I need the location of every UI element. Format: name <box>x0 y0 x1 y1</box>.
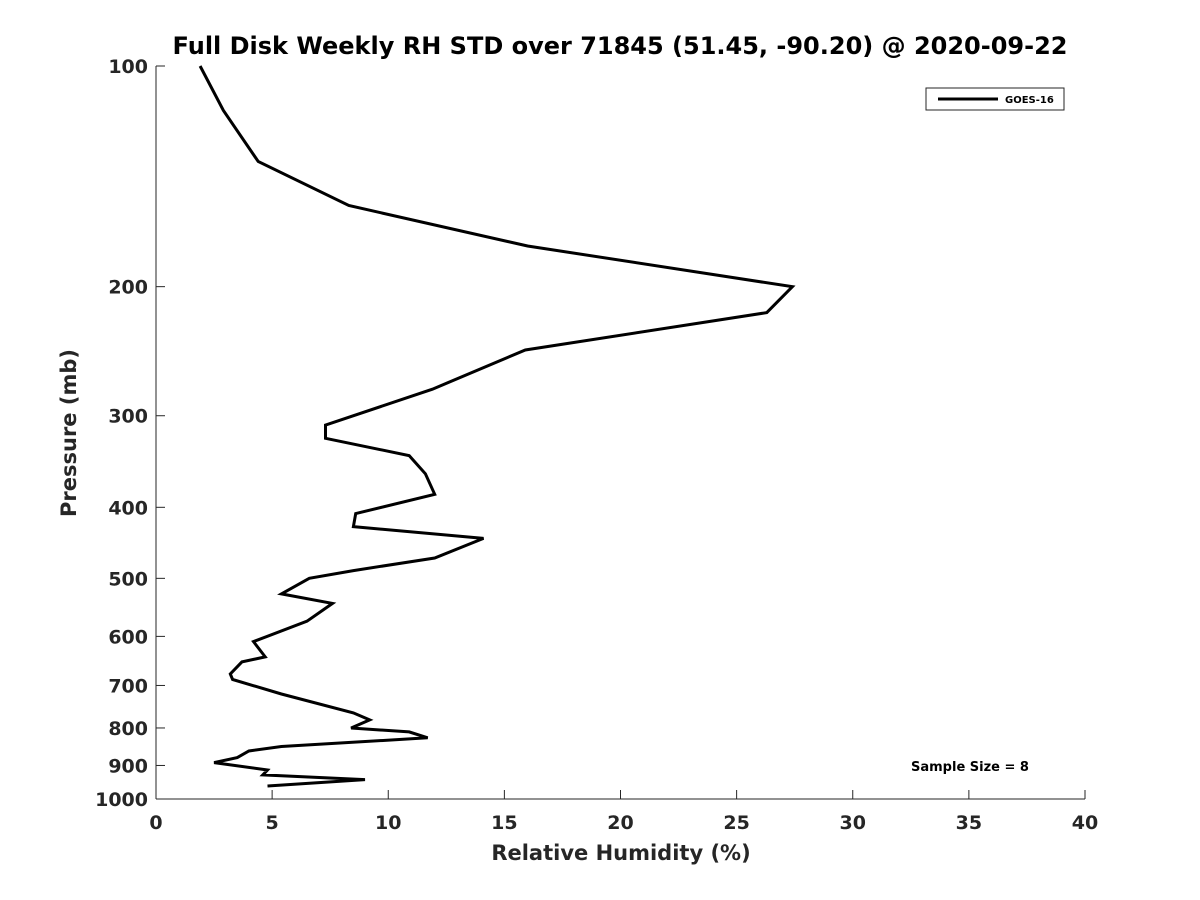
chart-title: Full Disk Weekly RH STD over 71845 (51.4… <box>173 32 1068 60</box>
x-tick-label: 0 <box>149 812 162 834</box>
y-tick-label: 600 <box>108 626 148 648</box>
legend-entry-goes16: GOES-16 <box>1005 95 1054 106</box>
y-tick-label: 700 <box>108 675 148 697</box>
series-line-0 <box>198 65 796 788</box>
x-tick-label: 30 <box>840 812 866 834</box>
y-tick-label: 500 <box>108 568 148 590</box>
y-tick-label: 900 <box>108 755 148 777</box>
y-tick-label: 800 <box>108 718 148 740</box>
y-tick-label: 200 <box>108 277 148 299</box>
x-tick-label: 10 <box>375 812 401 834</box>
x-tick-label: 40 <box>1072 812 1098 834</box>
y-tick-label: 300 <box>108 406 148 428</box>
y-tick-label: 100 <box>108 56 148 78</box>
y-axis-ticks: 100 200 300 400 500 600 700 800 900 1000 <box>95 56 165 811</box>
x-tick-label: 25 <box>723 812 749 834</box>
legend: GOES-16 <box>925 87 1065 111</box>
y-tick-label: 400 <box>108 497 148 519</box>
sample-size-annotation: Sample Size = 8 <box>911 760 1029 775</box>
x-tick-label: 35 <box>956 812 982 834</box>
x-tick-label: 5 <box>266 812 279 834</box>
series-lines <box>198 65 796 788</box>
y-tick-label: 1000 <box>95 789 148 811</box>
y-axis-label: Pressure (mb) <box>57 349 81 517</box>
x-axis-ticks: 0 5 10 15 20 25 30 35 40 <box>149 790 1098 834</box>
x-tick-label: 20 <box>607 812 633 834</box>
x-tick-label: 15 <box>491 812 517 834</box>
x-axis-label: Relative Humidity (%) <box>491 841 750 865</box>
